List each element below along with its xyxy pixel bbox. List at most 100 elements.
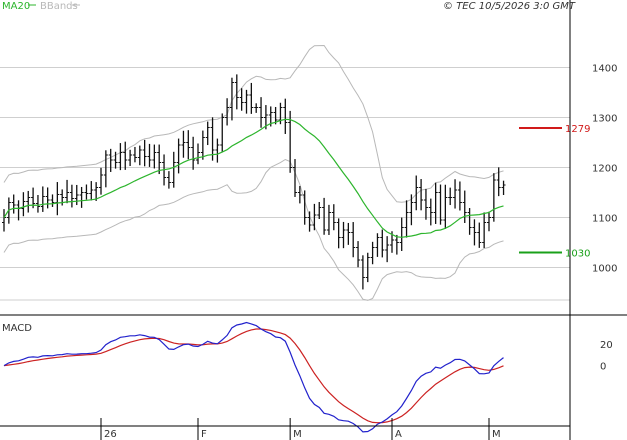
ohlc-bar xyxy=(331,204,336,231)
ohlc-bar xyxy=(351,222,356,258)
ohlc-bar xyxy=(375,233,380,257)
ohlc-bar xyxy=(123,141,128,170)
ohlc-bar xyxy=(428,198,433,226)
ohlc-bar xyxy=(365,252,370,283)
ohlc-bar xyxy=(404,200,409,238)
ma20 xyxy=(3,118,504,238)
ohlc-bar xyxy=(394,234,399,255)
ohlc-bar xyxy=(423,188,428,220)
x-tick: M xyxy=(289,418,302,440)
ohlc-bar xyxy=(501,180,506,196)
x-tick: F xyxy=(197,418,207,440)
macd-y-ticks: 20 0 xyxy=(600,340,613,373)
ohlc-bar xyxy=(482,212,487,249)
ohlc-bar xyxy=(210,117,215,161)
ohlc-bar xyxy=(40,186,45,212)
ohlc-bar xyxy=(196,143,200,165)
ohlc-bar xyxy=(55,182,60,216)
ohlc-bar xyxy=(341,221,346,249)
ohlc-bar xyxy=(409,194,414,226)
ohlc-bar xyxy=(360,255,365,290)
x-tick-label: F xyxy=(201,429,207,440)
ohlc-bar xyxy=(487,211,491,232)
ohlc-bar xyxy=(225,98,230,126)
ohlc-bar xyxy=(181,130,186,158)
copyright: © TEC 10/5/2026 3:0 GMT xyxy=(443,1,576,12)
ohlc-bar xyxy=(283,98,288,134)
macd-signal xyxy=(3,328,504,424)
ohlc-bar xyxy=(419,179,424,211)
price-grid xyxy=(0,67,570,301)
ohlc-bar xyxy=(414,175,419,211)
x-tick: A xyxy=(391,418,402,440)
ohlc-bar xyxy=(79,186,84,208)
ohlc-bar xyxy=(346,222,351,245)
ohlc-bar xyxy=(11,194,16,214)
ohlc-bar xyxy=(336,218,341,249)
ohlc-bar xyxy=(147,143,152,167)
legend-ma20: MA20 xyxy=(2,1,30,12)
ohlc-bar xyxy=(322,197,327,235)
x-tick-label: M xyxy=(492,429,501,440)
ohlc-bar xyxy=(45,187,50,209)
ohlc-bar xyxy=(26,190,31,213)
ohlc-bar xyxy=(142,139,147,167)
ohlc-bar xyxy=(249,82,254,114)
ohlc-bar xyxy=(477,222,482,248)
ohlc-bar xyxy=(438,184,443,225)
level-label: 1279 xyxy=(565,124,590,135)
macd-title: MACD xyxy=(2,323,32,334)
ohlc-bar xyxy=(171,151,176,188)
price-tick-label: 1000 xyxy=(592,264,617,275)
ohlc-bar xyxy=(356,241,361,268)
ohlc-bar xyxy=(443,184,448,229)
ohlc-bar xyxy=(254,103,259,113)
ohlc-bar xyxy=(457,181,462,211)
bb-upper xyxy=(3,44,504,203)
ohlc-bar xyxy=(50,194,55,207)
ohlc-bar xyxy=(380,229,385,258)
ohlc-bar xyxy=(273,106,278,125)
ohlc-bar xyxy=(128,149,133,167)
ohlc-bar xyxy=(215,138,220,163)
x-tick-label: M xyxy=(293,429,302,440)
price-tick-label: 1400 xyxy=(592,64,617,75)
ohlc-bar xyxy=(491,173,496,222)
ohlc-bar xyxy=(293,159,297,197)
ohlc-bar xyxy=(157,144,162,175)
ohlc-bar xyxy=(89,181,94,201)
ohlc-bar xyxy=(84,184,89,200)
price-levels: 1279 1030 xyxy=(519,124,590,260)
price-y-ticks: 1000 1100 1200 1300 1400 xyxy=(592,64,617,275)
ohlc-bar xyxy=(259,97,264,128)
macd-tick-label: 0 xyxy=(600,362,606,373)
macd-tick-label: 20 xyxy=(600,340,613,351)
x-tick: 26 xyxy=(100,418,117,440)
x-tick-label: A xyxy=(395,429,402,440)
ohlc-bar xyxy=(385,236,390,263)
bollinger-bands xyxy=(3,44,504,301)
ohlc-bar xyxy=(35,195,40,213)
price-tick-label: 1300 xyxy=(592,114,617,125)
ohlc-bar xyxy=(2,209,6,232)
ohlc-bar xyxy=(326,204,331,235)
ohlc-bar xyxy=(312,203,317,231)
ohlc-bar xyxy=(370,241,375,265)
ohlc-bar xyxy=(166,171,171,189)
price-tick-label: 1200 xyxy=(592,164,617,175)
ohlc-bar xyxy=(186,130,191,160)
ohlc-bar xyxy=(302,190,307,225)
ohlc-bar xyxy=(399,217,404,251)
ohlc-bar xyxy=(103,150,108,188)
ohlc-bar xyxy=(433,182,438,224)
ohlc-bar xyxy=(191,136,196,170)
ohlc-bar xyxy=(288,110,293,173)
ohlc-bar xyxy=(132,146,137,163)
ohlc-bar xyxy=(69,184,74,208)
ohlc-bar xyxy=(234,74,239,110)
ohlc-bar xyxy=(229,77,234,121)
bb-lower xyxy=(3,158,504,301)
ohlc-bar xyxy=(263,105,268,130)
ohlc-bar xyxy=(118,143,123,171)
